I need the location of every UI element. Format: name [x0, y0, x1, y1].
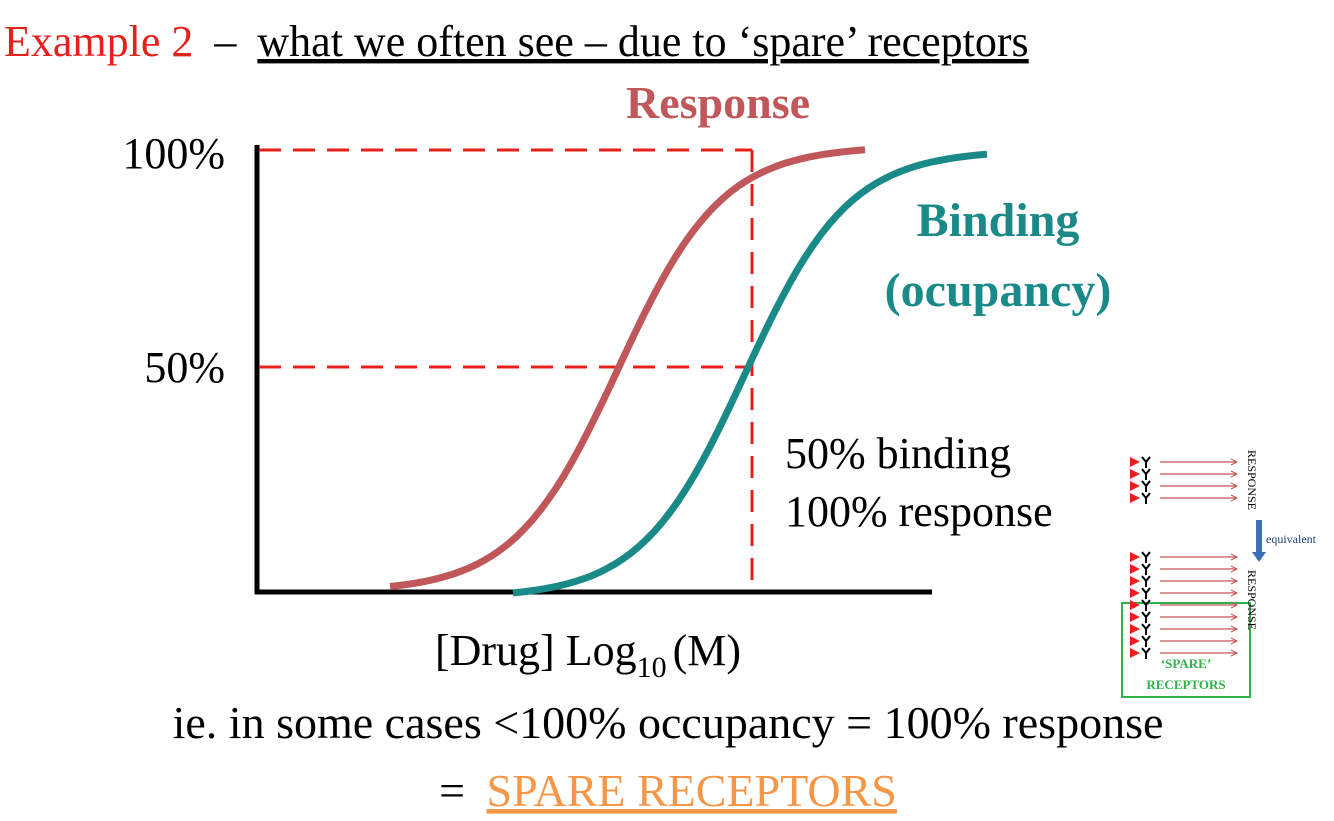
- arrow-head: [1230, 482, 1239, 490]
- ligand: [1130, 481, 1140, 491]
- receptor: [1141, 587, 1151, 599]
- title-dash: –: [213, 17, 237, 66]
- title-example: Example 2: [4, 17, 193, 66]
- inset-equivalent: equivalent: [1266, 532, 1317, 546]
- y-label: 100%: [122, 129, 225, 178]
- guides: [259, 148, 754, 592]
- arrow-head: [1230, 494, 1239, 502]
- receptor: [1141, 647, 1151, 659]
- binding-label: Binding: [917, 194, 1080, 247]
- equiv-arrow-head: [1252, 552, 1266, 562]
- x-label-sub: 10: [637, 651, 667, 684]
- receptor: [1141, 635, 1151, 647]
- binding-curve: [512, 150, 988, 597]
- note: 100% response: [785, 487, 1053, 536]
- footer-spare: SPARE RECEPTORS: [487, 765, 897, 816]
- receptor: [1141, 480, 1151, 492]
- arrow-head: [1230, 553, 1239, 561]
- x-label: [Drug] Log10 (M): [435, 626, 741, 684]
- receptor: [1141, 456, 1151, 468]
- arrow-head: [1230, 470, 1239, 478]
- receptor: [1141, 575, 1151, 587]
- ligand: [1130, 600, 1140, 610]
- inset: RESPONSE RESPONSE equivalent ‘SPARE’ REC…: [1121, 450, 1317, 698]
- inset-spare: RECEPTORS: [1146, 677, 1225, 692]
- note: 50% binding: [785, 429, 1011, 478]
- receptor: [1141, 551, 1151, 563]
- receptor: [1141, 623, 1151, 635]
- inset-response: RESPONSE: [1245, 450, 1259, 510]
- receptor: [1141, 611, 1151, 623]
- footer-eq-sign: =: [439, 765, 465, 816]
- footer-eq: = SPARE RECEPTORS: [439, 765, 897, 816]
- ligand: [1130, 648, 1140, 658]
- ligand: [1130, 576, 1140, 586]
- inset-spare: ‘SPARE’: [1161, 656, 1211, 671]
- arrow-head: [1230, 565, 1239, 573]
- arrow-head: [1230, 613, 1239, 621]
- ligand: [1130, 612, 1140, 622]
- ligand: [1130, 564, 1140, 574]
- arrow-head: [1230, 649, 1239, 657]
- title: Example 2 – what we often see – due to ‘…: [4, 17, 1029, 66]
- title-text: what we often see – due to ‘spare’ recep…: [257, 17, 1028, 66]
- arrow-head: [1230, 601, 1239, 609]
- binding-label: (ocupancy): [885, 264, 1112, 317]
- arrow-head: [1230, 589, 1239, 597]
- ligand: [1130, 588, 1140, 598]
- arrow-head: [1230, 458, 1239, 466]
- x-label-main: [Drug] Log: [435, 626, 637, 675]
- ligand: [1130, 457, 1140, 467]
- response-curve: [389, 146, 866, 590]
- receptor: [1141, 492, 1151, 504]
- receptor: [1141, 599, 1151, 611]
- y-label: 50%: [144, 343, 225, 392]
- ligand: [1130, 552, 1140, 562]
- spare-box: [1121, 602, 1251, 698]
- receptor: [1141, 468, 1151, 480]
- inset-response: RESPONSE: [1245, 570, 1259, 630]
- arrow-head: [1230, 625, 1239, 633]
- ligand: [1130, 624, 1140, 634]
- arrow-head: [1230, 577, 1239, 585]
- x-label-unit: (M): [673, 626, 741, 675]
- ligand: [1130, 493, 1140, 503]
- equiv-arrow: [1256, 520, 1262, 552]
- receptor: [1141, 563, 1151, 575]
- axes: [254, 145, 932, 595]
- response-label: Response: [626, 77, 810, 128]
- arrow-head: [1230, 637, 1239, 645]
- ligand: [1130, 636, 1140, 646]
- ligand: [1130, 469, 1140, 479]
- footer-line: ie. in some cases <100% occupancy = 100%…: [173, 697, 1164, 748]
